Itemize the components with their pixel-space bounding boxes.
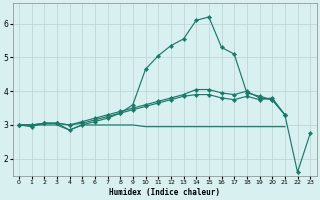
X-axis label: Humidex (Indice chaleur): Humidex (Indice chaleur) [109,188,220,197]
